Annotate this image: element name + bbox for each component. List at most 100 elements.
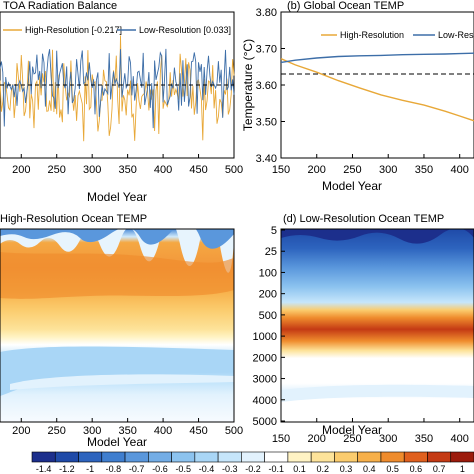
colorbar-label: -0.7 <box>129 464 145 474</box>
colorbar-swatch <box>194 451 219 463</box>
xtick-label: 300 <box>379 164 397 176</box>
panel-c-xticks: 200 250 300 350 400 450 500 <box>12 418 243 437</box>
colorbar-swatch <box>101 451 126 463</box>
panel-a-series <box>0 35 235 142</box>
colorbar-label: 0.6 <box>410 464 423 474</box>
panel-b-frame <box>280 11 474 159</box>
panel-b-xticks: 150 200 250 300 350 400 <box>272 154 469 176</box>
panel-c-title: High-Resolution Ocean TEMP <box>0 213 147 225</box>
panel-d-xlabel: Model Year <box>322 423 382 437</box>
series-line-low-res <box>280 52 474 64</box>
colorbar-label: -1 <box>86 464 94 474</box>
colorbar-label: -1.4 <box>36 464 52 474</box>
colorbar-swatch <box>148 451 172 463</box>
series-line-high-res <box>280 58 474 122</box>
panel-b-title: (b) Global Ocean TEMP <box>287 0 404 12</box>
panel-c-cool-edge <box>10 374 234 390</box>
colorbar-label: -0.3 <box>222 464 238 474</box>
legend-label-high: High-Resolution [-0.217] <box>25 25 122 35</box>
panel-c-surface-blue <box>0 229 234 249</box>
colorbar-swatch <box>264 451 289 463</box>
xtick-label: 200 <box>12 164 30 176</box>
xtick-label: 300 <box>83 164 101 176</box>
ytick-label: 500 <box>259 310 277 322</box>
ytick-label: 2000 <box>253 352 277 364</box>
panel-b-legend: High-Resolution Low-Resolution <box>321 30 474 40</box>
colorbar-swatch <box>217 451 242 463</box>
panel-b-yticks: 3.40 3.50 3.60 3.70 3.80 <box>256 7 285 165</box>
panel-d-low-res-ocean-temp: (d) Low-Resolution Ocean TEMP 150 200 250 3… <box>253 213 474 445</box>
colorbar-label: -1.2 <box>59 464 75 474</box>
xtick-label: 400 <box>154 164 172 176</box>
colorbar-swatch <box>310 451 335 463</box>
ytick-label: 3.80 <box>256 7 277 19</box>
colorbar: -1.4 -1.2 -1 -0.8 -0.7 -0.6 -0.5 -0.4 -0.3 -0.2 -0… <box>31 451 474 474</box>
colorbar-label: -0.8 <box>106 464 122 474</box>
ytick-label: 25 <box>265 246 277 258</box>
panel-c-cool-band <box>0 346 234 396</box>
colorbar-swatch <box>241 451 265 463</box>
xtick-label: 200 <box>12 425 30 437</box>
colorbar-label: 0.2 <box>317 464 330 474</box>
panel-b-global-ocean-temp: (b) Global Ocean TEMP High-Resolution Lo… <box>241 0 474 193</box>
panel-d-frame <box>280 228 474 423</box>
ytick-label: 5000 <box>253 416 277 428</box>
colorbar-label: -0.4 <box>199 464 215 474</box>
xtick-label: 250 <box>343 164 361 176</box>
panel-c-xlabel: Model Year <box>87 435 147 449</box>
panel-b-xlabel: Model Year <box>322 179 382 193</box>
xtick-label: 250 <box>48 164 66 176</box>
panel-c-warm-core <box>0 252 234 299</box>
xtick-label: 500 <box>225 164 243 176</box>
panel-d-surface <box>281 229 474 244</box>
xtick-label: 300 <box>83 425 101 437</box>
panel-c-field <box>0 229 234 422</box>
colorbar-label: -0.5 <box>175 464 191 474</box>
panel-d-xticks: 150 200 250 300 350 400 <box>272 418 469 445</box>
legend-label-low-b: Low-Resolution <box>438 30 474 40</box>
ytick-label: 1000 <box>253 331 277 343</box>
xtick-label: 350 <box>118 425 136 437</box>
colorbar-swatch <box>357 451 382 463</box>
panel-a-xlabel: Model Year <box>87 190 147 204</box>
colorbar-swatch <box>380 451 405 463</box>
panel-a-legend: High-Resolution [-0.217] Low-Resolution … <box>3 25 231 35</box>
xtick-label: 150 <box>272 164 290 176</box>
colorbar-label: 0.5 <box>386 464 399 474</box>
xtick-label: 450 <box>189 425 207 437</box>
colorbar-label: -0.6 <box>152 464 168 474</box>
panel-b-ylabel: Temperature (°C) <box>241 39 255 131</box>
legend-label-low: Low-Resolution [0.033] <box>139 25 231 35</box>
ytick-label: 3.60 <box>256 80 277 92</box>
panel-b-series <box>280 52 474 122</box>
colorbar-swatch <box>171 451 196 463</box>
series-line-low-res <box>0 48 235 129</box>
xtick-label: 350 <box>415 433 433 445</box>
panel-a-title: TOA Radiation Balance <box>3 0 117 12</box>
panel-c-high-res-ocean-temp: High-Resolution Ocean TEMP 200 250 300 350 4… <box>0 213 243 449</box>
series-line-high-res <box>0 35 235 142</box>
ytick-label: 100 <box>259 267 277 279</box>
colorbar-swatch <box>78 451 103 463</box>
panel-a-xticks: 200 250 300 350 400 450 500 <box>12 154 243 176</box>
colorbar-label: -0.2 <box>245 464 261 474</box>
colorbar-label: 1 <box>460 464 465 474</box>
ytick-label: 3000 <box>253 374 277 386</box>
colorbar-swatch <box>54 451 79 463</box>
panel-c-surface <box>0 229 234 273</box>
colorbar-label: 0.4 <box>363 464 376 474</box>
legend-label-high-b: High-Resolution <box>340 30 404 40</box>
xtick-label: 200 <box>308 433 326 445</box>
xtick-label: 150 <box>272 433 290 445</box>
xtick-label: 250 <box>343 433 361 445</box>
colorbar-label: 0.7 <box>433 464 446 474</box>
xtick-label: 400 <box>154 425 172 437</box>
panel-d-title: (d) Low-Resolution Ocean TEMP <box>283 213 444 225</box>
colorbar-swatch <box>403 451 428 463</box>
xtick-label: 500 <box>225 425 243 437</box>
ytick-label: 200 <box>259 289 277 301</box>
xtick-label: 450 <box>189 164 207 176</box>
xtick-label: 250 <box>48 425 66 437</box>
ytick-label: 3.50 <box>256 117 277 129</box>
